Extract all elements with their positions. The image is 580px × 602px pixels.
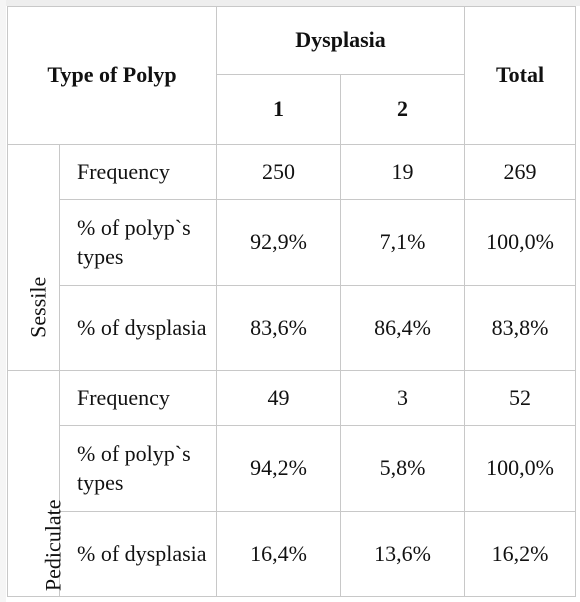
header-row-2: 1 2 [8,74,576,145]
table-row: Sessile Frequency 250 19 269 [7,144,577,371]
row-label: Frequency [59,144,217,200]
group-label-sessile: Sessile [7,144,60,371]
group-label-pediculate: Pediculate [7,370,66,597]
table-row: % of dysplasia 83,6% 86,4% 83,8% [8,285,577,371]
cell-dysplasia-1: 16,4% [216,511,341,597]
row-label: Frequency [59,370,217,426]
top-border-strip [0,0,580,6]
group-name: Sessile [25,276,51,339]
cell-total: 52 [464,370,577,426]
cell-dysplasia-2: 7,1% [339,199,466,286]
cell-dysplasia-1: 94,2% [216,425,341,512]
cell-dysplasia-1: 49 [216,370,341,426]
table-row: % of dysplasia 16,4% 13,6% 16,2% [8,511,577,597]
table-row: Pediculate Frequency 49 3 52 [7,370,577,597]
table-row: % of polyp`s types 92,9% 7,1% 100,0% [8,199,577,286]
type-of-polyp-header: Type of Polyp [7,6,217,145]
cell-dysplasia-1: 83,6% [216,285,341,371]
dysplasia-level-2-header: 2 [339,74,466,145]
cell-dysplasia-2: 13,6% [339,511,466,597]
cell-dysplasia-1: 92,9% [216,199,341,286]
group-name: Pediculate [40,499,66,592]
cell-total: 83,8% [464,285,577,371]
cell-total: 269 [464,144,577,200]
cell-dysplasia-1: 250 [216,144,341,200]
cell-total: 100,0% [464,199,577,286]
dysplasia-header: Dysplasia [215,6,466,75]
cell-dysplasia-2: 5,8% [339,425,466,512]
total-header: Total [464,6,577,145]
cell-dysplasia-2: 19 [339,144,466,200]
row-label: % of polyp`s types [59,199,217,286]
cell-dysplasia-2: 86,4% [339,285,466,371]
cell-dysplasia-2: 3 [339,370,466,426]
row-label: % of polyp`s types [59,425,217,512]
row-label: % of dysplasia [59,511,217,597]
table-row: % of polyp`s types 94,2% 5,8% 100,0% [8,425,577,512]
row-label: % of dysplasia [59,285,217,371]
left-border-strip [0,0,6,602]
dysplasia-level-1-header: 1 [216,74,341,145]
cell-total: 16,2% [464,511,577,597]
cell-total: 100,0% [464,425,577,512]
polyp-dysplasia-table: Type of Polyp Dysplasia Total 1 2 Sessil… [7,6,577,597]
header-row-1: Type of Polyp Dysplasia Total [7,6,577,145]
